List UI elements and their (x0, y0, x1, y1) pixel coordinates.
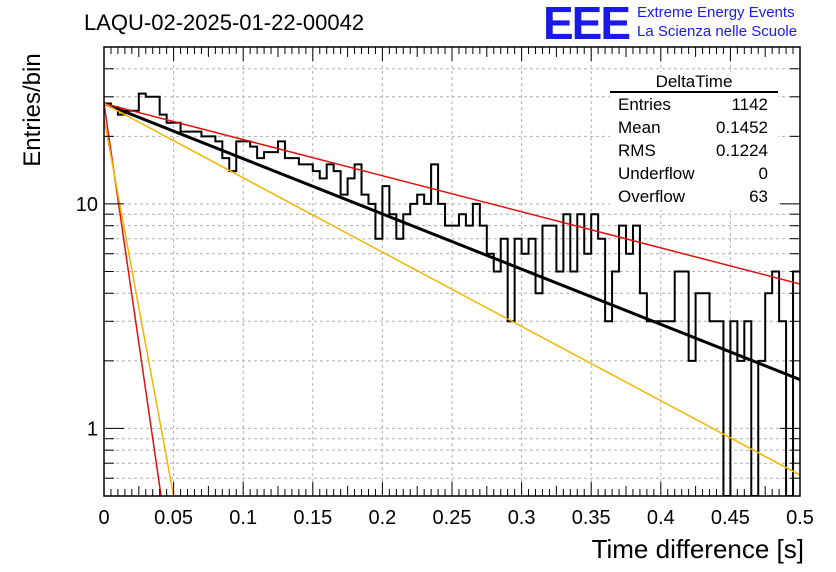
stats-value: 63 (749, 187, 768, 206)
x-axis-label: Time difference [s] (591, 534, 804, 564)
y-tick-label: 10 (76, 194, 98, 216)
x-tick-label: 0.1 (229, 507, 257, 529)
x-tick-label: 0.5 (786, 507, 814, 529)
x-tick-label: 0.2 (368, 507, 396, 529)
fit-line-5 (104, 118, 175, 496)
stats-title: DeltaTime (656, 72, 733, 91)
x-tick-label: 0.05 (154, 507, 193, 529)
fit-line-3 (104, 102, 800, 476)
x-tick-label: 0.4 (647, 507, 675, 529)
eee-logo-line2: La Scienza nelle Scuole (637, 23, 798, 40)
x-tick-label: 0.45 (711, 507, 750, 529)
stats-value: 0.1452 (716, 118, 768, 137)
stats-value: 1142 (731, 95, 768, 114)
fit-line-2 (104, 102, 800, 285)
x-tick-label: 0.35 (572, 507, 611, 529)
x-tick-label: 0 (98, 507, 109, 529)
x-tick-label: 0.3 (508, 507, 536, 529)
eee-logo: EEE (543, 0, 631, 49)
chart-title: LAQU-02-2025-01-22-00042 (84, 10, 365, 35)
stats-label: RMS (618, 141, 656, 160)
stats-value: 0.1224 (716, 141, 768, 160)
x-tick-label: 0.15 (293, 507, 332, 529)
eee-logo-line1: Extreme Energy Events (637, 4, 795, 21)
stats-label: Mean (618, 118, 661, 137)
stats-label: Underflow (618, 164, 695, 183)
y-tick-label: 1 (87, 418, 98, 440)
stats-label: Overflow (618, 187, 686, 206)
x-tick-label: 0.25 (433, 507, 472, 529)
y-axis-label: Entries/bin (19, 53, 46, 167)
stats-value: 0 (759, 164, 768, 183)
stats-box (610, 72, 778, 210)
stats-label: Entries (618, 95, 671, 114)
fit-line-1 (104, 102, 800, 381)
